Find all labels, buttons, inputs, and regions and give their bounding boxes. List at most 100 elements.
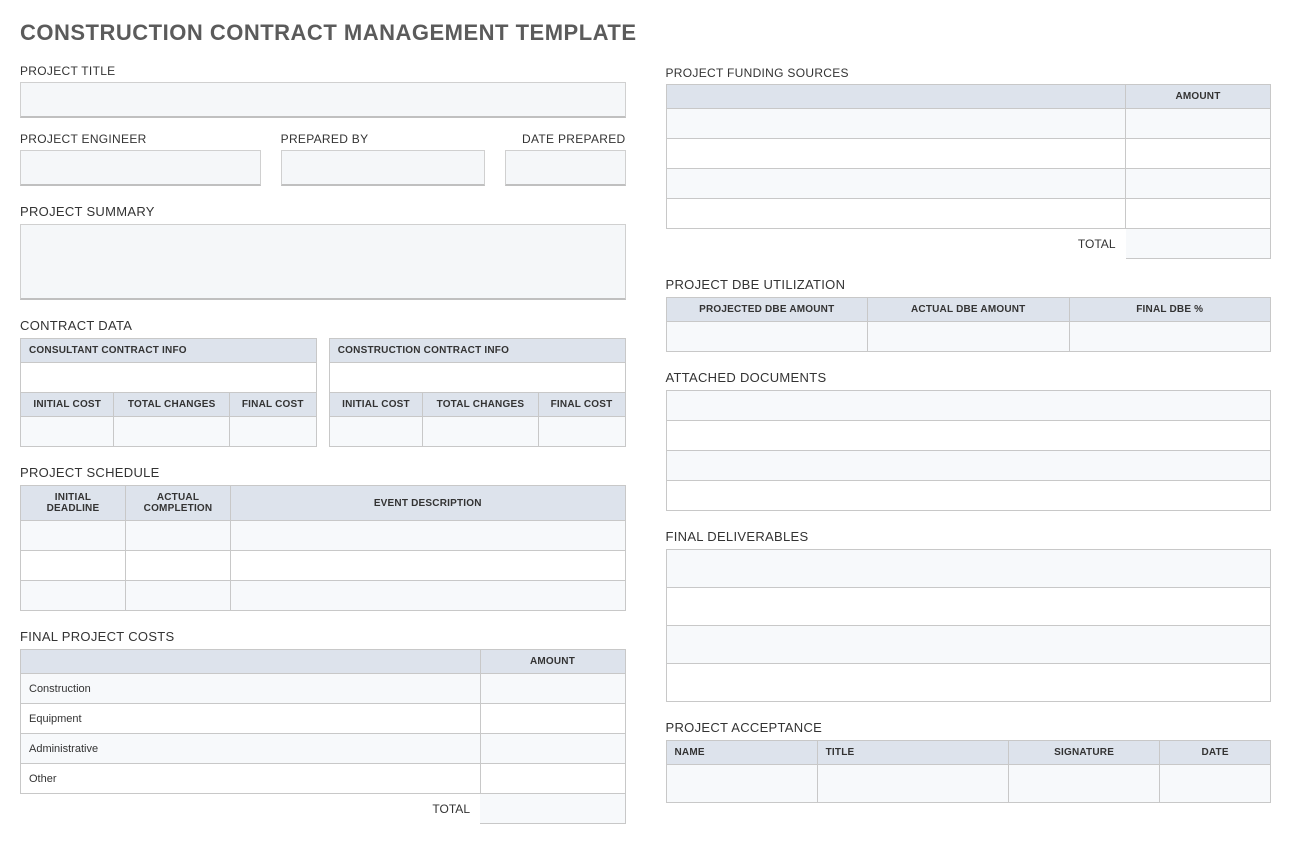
deliverable-cell[interactable] bbox=[666, 626, 1271, 664]
attached-doc-cell[interactable] bbox=[666, 391, 1271, 421]
cost-row-label: Administrative bbox=[21, 734, 481, 764]
th-final-cost: FINAL COST bbox=[229, 393, 316, 417]
th-initial-deadline: INITIAL DEADLINE bbox=[21, 486, 126, 521]
project-schedule-table: INITIAL DEADLINE ACTUAL COMPLETION EVENT… bbox=[20, 485, 626, 611]
funding-amount[interactable] bbox=[1126, 109, 1271, 139]
construction-info-cell[interactable] bbox=[329, 363, 625, 393]
contract-data-tables: CONSULTANT CONTRACT INFO INITIAL COST TO… bbox=[20, 338, 626, 447]
left-column: PROJECT TITLE PROJECT ENGINEER PREPARED … bbox=[20, 64, 626, 824]
th-final-dbe: FINAL DBE % bbox=[1069, 298, 1271, 322]
th-blank2 bbox=[666, 85, 1126, 109]
consultant-initial-cost[interactable] bbox=[21, 417, 114, 447]
construction-initial-cost[interactable] bbox=[329, 417, 422, 447]
attached-doc-cell[interactable] bbox=[666, 481, 1271, 511]
th-initial-cost2: INITIAL COST bbox=[329, 393, 422, 417]
acceptance-signature[interactable] bbox=[1009, 765, 1160, 803]
th-title: TITLE bbox=[817, 741, 1008, 765]
costs-total-amount[interactable] bbox=[480, 794, 625, 824]
th-amount2: AMOUNT bbox=[1126, 85, 1271, 109]
acceptance-title[interactable] bbox=[817, 765, 1008, 803]
consultant-contract-table: CONSULTANT CONTRACT INFO INITIAL COST TO… bbox=[20, 338, 317, 447]
cost-amount[interactable] bbox=[480, 674, 625, 704]
attached-doc-cell[interactable] bbox=[666, 451, 1271, 481]
th-total-changes2: TOTAL CHANGES bbox=[423, 393, 538, 417]
dbe-final[interactable] bbox=[1069, 322, 1271, 352]
project-acceptance-table: NAME TITLE SIGNATURE DATE bbox=[666, 740, 1272, 803]
costs-total-label: TOTAL bbox=[21, 794, 481, 824]
deliverable-cell[interactable] bbox=[666, 588, 1271, 626]
cost-amount[interactable] bbox=[480, 734, 625, 764]
funding-source[interactable] bbox=[666, 199, 1126, 229]
consultant-final-cost[interactable] bbox=[229, 417, 316, 447]
cost-row-label: Other bbox=[21, 764, 481, 794]
label-contract-data: CONTRACT DATA bbox=[20, 318, 626, 333]
attached-documents-table bbox=[666, 390, 1272, 511]
schedule-cell[interactable] bbox=[126, 581, 231, 611]
label-prepared-by: PREPARED BY bbox=[281, 132, 486, 146]
construction-final-cost[interactable] bbox=[538, 417, 625, 447]
dbe-utilization-table: PROJECTED DBE AMOUNT ACTUAL DBE AMOUNT F… bbox=[666, 297, 1272, 352]
th-name: NAME bbox=[666, 741, 817, 765]
cost-row-label: Construction bbox=[21, 674, 481, 704]
label-project-summary: PROJECT SUMMARY bbox=[20, 204, 626, 219]
th-event-description: EVENT DESCRIPTION bbox=[231, 486, 626, 521]
right-column: PROJECT FUNDING SOURCES AMOUNT TOTAL PRO… bbox=[666, 64, 1272, 824]
label-project-schedule: PROJECT SCHEDULE bbox=[20, 465, 626, 480]
label-project-funding-sources: PROJECT FUNDING SOURCES bbox=[666, 66, 1272, 80]
funding-total-label: TOTAL bbox=[666, 229, 1126, 259]
label-project-dbe-utilization: PROJECT DBE UTILIZATION bbox=[666, 277, 1272, 292]
acceptance-name[interactable] bbox=[666, 765, 817, 803]
label-final-deliverables: FINAL DELIVERABLES bbox=[666, 529, 1272, 544]
funding-amount[interactable] bbox=[1126, 199, 1271, 229]
field-project-engineer[interactable] bbox=[20, 150, 261, 186]
page-columns: PROJECT TITLE PROJECT ENGINEER PREPARED … bbox=[20, 64, 1271, 824]
consultant-header: CONSULTANT CONTRACT INFO bbox=[21, 339, 317, 363]
dbe-projected[interactable] bbox=[666, 322, 868, 352]
funding-amount[interactable] bbox=[1126, 139, 1271, 169]
cost-row-label: Equipment bbox=[21, 704, 481, 734]
schedule-cell[interactable] bbox=[126, 521, 231, 551]
construction-contract-table: CONSTRUCTION CONTRACT INFO INITIAL COST … bbox=[329, 338, 626, 447]
construction-header: CONSTRUCTION CONTRACT INFO bbox=[329, 339, 625, 363]
deliverable-cell[interactable] bbox=[666, 664, 1271, 702]
label-project-title: PROJECT TITLE bbox=[20, 64, 626, 78]
consultant-total-changes[interactable] bbox=[114, 417, 229, 447]
consultant-info-cell[interactable] bbox=[21, 363, 317, 393]
funding-source[interactable] bbox=[666, 139, 1126, 169]
construction-total-changes[interactable] bbox=[423, 417, 538, 447]
funding-source[interactable] bbox=[666, 109, 1126, 139]
acceptance-date[interactable] bbox=[1160, 765, 1271, 803]
th-amount: AMOUNT bbox=[480, 650, 625, 674]
label-final-project-costs: FINAL PROJECT COSTS bbox=[20, 629, 626, 644]
label-project-acceptance: PROJECT ACCEPTANCE bbox=[666, 720, 1272, 735]
page-title: CONSTRUCTION CONTRACT MANAGEMENT TEMPLAT… bbox=[20, 20, 1271, 46]
field-project-title[interactable] bbox=[20, 82, 626, 118]
schedule-cell[interactable] bbox=[21, 521, 126, 551]
final-costs-table: AMOUNT Construction Equipment Administra… bbox=[20, 649, 626, 824]
th-actual-completion: ACTUAL COMPLETION bbox=[126, 486, 231, 521]
th-signature: SIGNATURE bbox=[1009, 741, 1160, 765]
dbe-actual[interactable] bbox=[868, 322, 1070, 352]
field-date-prepared[interactable] bbox=[505, 150, 625, 186]
funding-amount[interactable] bbox=[1126, 169, 1271, 199]
schedule-cell[interactable] bbox=[126, 551, 231, 581]
deliverable-cell[interactable] bbox=[666, 550, 1271, 588]
cost-amount[interactable] bbox=[480, 704, 625, 734]
cost-amount[interactable] bbox=[480, 764, 625, 794]
schedule-cell[interactable] bbox=[231, 521, 626, 551]
final-deliverables-table bbox=[666, 549, 1272, 702]
field-prepared-by[interactable] bbox=[281, 150, 486, 186]
funding-total-amount[interactable] bbox=[1126, 229, 1271, 259]
th-date: DATE bbox=[1160, 741, 1271, 765]
label-attached-documents: ATTACHED DOCUMENTS bbox=[666, 370, 1272, 385]
funding-sources-table: AMOUNT TOTAL bbox=[666, 84, 1272, 259]
schedule-cell[interactable] bbox=[21, 551, 126, 581]
label-date-prepared: DATE PREPARED bbox=[505, 132, 625, 146]
attached-doc-cell[interactable] bbox=[666, 421, 1271, 451]
schedule-cell[interactable] bbox=[231, 551, 626, 581]
th-blank bbox=[21, 650, 481, 674]
schedule-cell[interactable] bbox=[21, 581, 126, 611]
funding-source[interactable] bbox=[666, 169, 1126, 199]
schedule-cell[interactable] bbox=[231, 581, 626, 611]
field-project-summary[interactable] bbox=[20, 224, 626, 300]
